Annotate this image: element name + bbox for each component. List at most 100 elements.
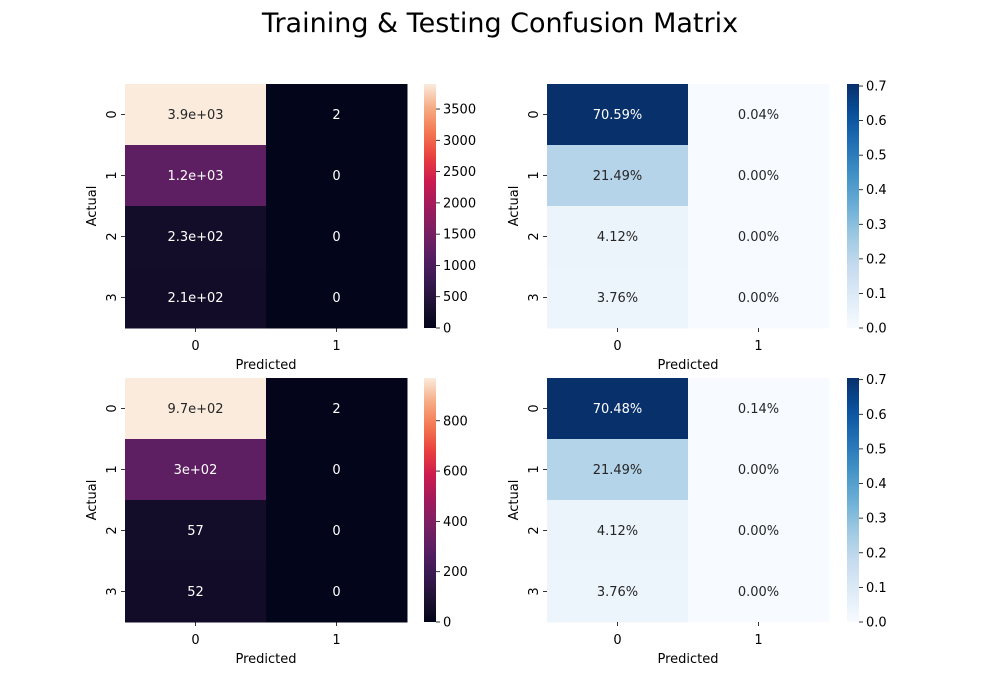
cell-annotation: 0.00%	[738, 524, 779, 539]
heatmap-cell	[547, 378, 689, 440]
heatmap-cell	[688, 439, 830, 501]
cell-annotation: 0	[332, 230, 340, 245]
x-tick-label: 0	[191, 339, 199, 354]
colorbar	[847, 378, 859, 622]
heatmap-cell	[266, 267, 408, 329]
colorbar-tick-label: 0.4	[866, 477, 887, 492]
colorbar-tick-label: 0.0	[866, 322, 887, 337]
x-axis-label: Predicted	[657, 358, 718, 373]
cell-annotation: 0.00%	[738, 585, 779, 600]
heatmap-cell	[266, 84, 408, 146]
y-tick-label: 0	[105, 404, 120, 412]
colorbar-tick-label: 0	[443, 616, 451, 631]
colorbar-tick-label: 200	[443, 565, 468, 580]
y-tick-label: 3	[105, 587, 120, 595]
heatmap-cell	[688, 561, 830, 623]
cell-annotation: 0	[332, 524, 340, 539]
colorbar-tick-label: 0.6	[866, 114, 887, 129]
heatmap-panel-1: 3.9e+03 2 1.2e+03 0 2.3e+02 0 2.1e+02 0 0 1 2 3 0 1 Pr…	[85, 84, 476, 373]
y-axis-label: Actual	[507, 186, 522, 227]
cell-annotation: 70.59%	[593, 108, 643, 123]
heatmap-cell	[125, 206, 267, 268]
y-tick-label: 0	[105, 110, 120, 118]
colorbar-tick-label: 3500	[443, 103, 476, 118]
cell-annotation: 0.04%	[738, 108, 779, 123]
heatmap-cell	[125, 561, 267, 623]
heatmap-cell	[266, 145, 408, 207]
x-axis-label: Predicted	[235, 358, 296, 373]
heatmap-cell	[547, 206, 689, 268]
y-tick-label: 2	[105, 526, 120, 534]
heatmap-cell	[547, 439, 689, 501]
cell-annotation: 21.49%	[593, 169, 643, 184]
heatmap-panel-3: 9.7e+02 2 3e+02 0 57 0 52 0 0 1 2 3 0 1 Predicted Actua…	[85, 378, 468, 667]
cell-annotation: 3e+02	[174, 463, 218, 478]
colorbar-tick-label: 0.5	[866, 442, 887, 457]
cell-annotation: 70.48%	[593, 402, 643, 417]
colorbar-tick-label: 0.4	[866, 183, 887, 198]
cell-annotation: 57	[187, 524, 204, 539]
y-tick-label: 3	[527, 587, 542, 595]
cell-annotation: 0.00%	[738, 230, 779, 245]
heatmap-cell	[688, 206, 830, 268]
heatmap-cell	[125, 439, 267, 501]
heatmap-cell	[266, 378, 408, 440]
heatmap-cell	[125, 500, 267, 562]
colorbar	[424, 84, 436, 328]
x-axis-label: Predicted	[235, 652, 296, 667]
colorbar-tick-label: 0.3	[866, 218, 887, 233]
y-tick-label: 2	[527, 232, 542, 240]
y-tick-label: 0	[527, 110, 542, 118]
cell-annotation: 3.76%	[597, 585, 638, 600]
x-tick-label: 1	[754, 339, 762, 354]
colorbar-tick-label: 600	[443, 465, 468, 480]
cell-annotation: 3.76%	[597, 291, 638, 306]
y-axis-label: Actual	[85, 480, 100, 521]
heatmap-cell	[547, 267, 689, 329]
figure-title: Training & Testing Confusion Matrix	[261, 8, 739, 39]
heatmap-cell	[547, 84, 689, 146]
heatmap-cell	[266, 206, 408, 268]
colorbar-tick-label: 0.5	[866, 149, 887, 164]
y-tick-label: 3	[527, 293, 542, 301]
x-axis-label: Predicted	[657, 652, 718, 667]
y-axis-label: Actual	[507, 480, 522, 521]
cell-annotation: 2.3e+02	[167, 230, 223, 245]
x-tick-label: 0	[613, 339, 621, 354]
cell-annotation: 0	[332, 585, 340, 600]
heatmap-panel-2: 70.59% 0.04% 21.49% 0.00% 4.12% 0.00% 3.76% 0.0…	[507, 80, 887, 373]
cell-annotation: 9.7e+02	[167, 402, 223, 417]
heatmap-cell	[266, 500, 408, 562]
x-tick-label: 1	[332, 339, 340, 354]
cell-annotation: 52	[187, 585, 204, 600]
heatmap-cell	[266, 561, 408, 623]
y-tick-label: 1	[105, 171, 120, 179]
heatmap-cell	[125, 378, 267, 440]
cell-annotation: 4.12%	[597, 230, 638, 245]
cell-annotation: 0.00%	[738, 291, 779, 306]
colorbar-tick-label: 0.2	[866, 252, 887, 267]
colorbar-tick-label: 0.1	[866, 287, 887, 302]
heatmap-cell	[547, 561, 689, 623]
colorbar-tick-label: 0.0	[866, 616, 887, 631]
colorbar-tick-label: 1500	[443, 228, 476, 243]
colorbar-tick-label: 400	[443, 515, 468, 530]
y-tick-label: 0	[527, 404, 542, 412]
cell-annotation: 21.49%	[593, 463, 643, 478]
cell-annotation: 0	[332, 291, 340, 306]
heatmap-cell	[125, 84, 267, 146]
colorbar-tick-label: 0.3	[866, 512, 887, 527]
heatmap-cell	[125, 267, 267, 329]
cell-annotation: 2	[332, 108, 340, 123]
cell-annotation: 2	[332, 402, 340, 417]
heatmap-panel-4: 70.48% 0.14% 21.49% 0.00% 4.12% 0.00% 3.76% 0.0…	[507, 373, 887, 667]
colorbar-tick-label: 2500	[443, 165, 476, 180]
cell-annotation: 0.00%	[738, 169, 779, 184]
cell-annotation: 0.14%	[738, 402, 779, 417]
x-tick-label: 0	[191, 633, 199, 648]
cell-annotation: 0	[332, 169, 340, 184]
heatmap-cell	[125, 145, 267, 207]
y-tick-label: 1	[527, 465, 542, 473]
y-tick-label: 1	[105, 465, 120, 473]
cell-annotation: 3.9e+03	[167, 108, 223, 123]
